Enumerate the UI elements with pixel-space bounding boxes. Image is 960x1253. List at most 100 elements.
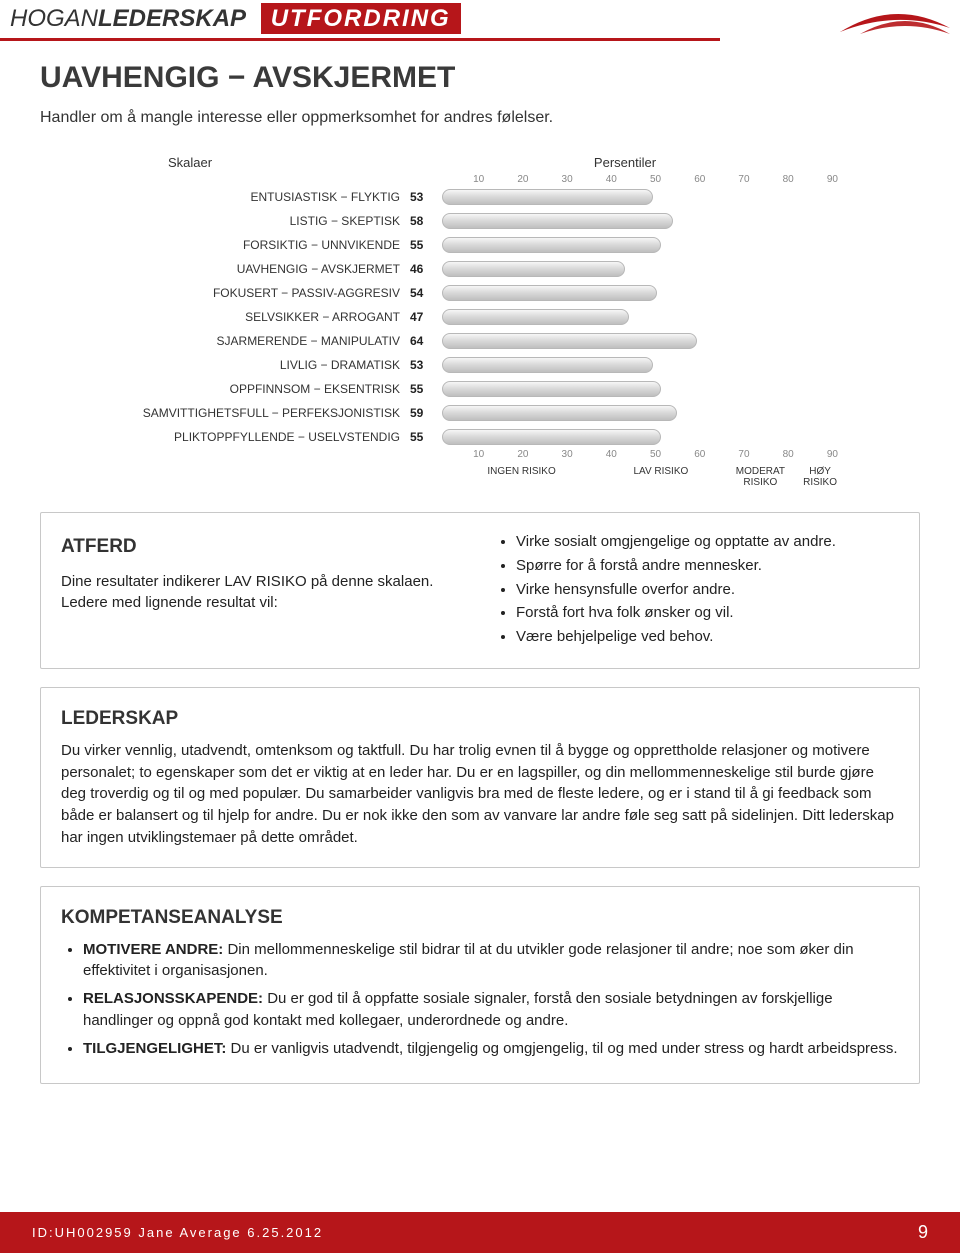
kompetanse-heading: KOMPETANSEANALYSE	[61, 907, 899, 929]
chart-bar-track	[442, 285, 840, 301]
chart-bar-label: FOKUSERT − PASSIV-AGGRESIV	[120, 286, 410, 300]
chart-tick: 20	[486, 174, 530, 185]
lederskap-section: LEDERSKAP Du virker vennlig, utadvendt, …	[40, 687, 920, 868]
chart-bar-value: 55	[410, 430, 442, 444]
chart-bar-track	[442, 189, 840, 205]
chart-tick: 70	[707, 174, 751, 185]
kompetanse-item: MOTIVERE ANDRE: Din mellommenneskelige s…	[83, 939, 899, 983]
chart-bar-value: 58	[410, 214, 442, 228]
chart-bar-track	[442, 429, 840, 445]
chart-tick: 90	[796, 449, 840, 460]
chart-risk-zone: INGEN RISIKO	[442, 466, 601, 488]
page-content: UAVHENGIG − AVSKJERMET Handler om å mang…	[0, 61, 960, 1182]
chart-bar-value: 54	[410, 286, 442, 300]
chart-bar-track	[442, 333, 840, 349]
chart-bar-row: PLIKTOPPFYLLENDE − USELVSTENDIG55	[120, 425, 840, 449]
chart-tick: 10	[442, 174, 486, 185]
chart-risk-zone: HØY RISIKO	[800, 466, 840, 488]
chart-risk-zones: INGEN RISIKOLAV RISIKOMODERAT RISIKOHØY …	[120, 466, 840, 488]
chart-tick: 30	[530, 174, 574, 185]
atferd-bullet: Virke sosialt omgjengelige og opptatte a…	[516, 531, 899, 553]
chart-bar-row: FOKUSERT − PASSIV-AGGRESIV54	[120, 281, 840, 305]
chart-bar-label: SELVSIKKER − ARROGANT	[120, 310, 410, 324]
chart-tick: 60	[663, 449, 707, 460]
chart-bar-value: 64	[410, 334, 442, 348]
kompetanse-section: KOMPETANSEANALYSE MOTIVERE ANDRE: Din me…	[40, 886, 920, 1085]
chart-header-row: Skalaer Persentiler	[120, 155, 840, 170]
chart-bar-pill	[442, 429, 661, 445]
chart-bar-pill	[442, 213, 673, 229]
kompetanse-term: RELASJONSSKAPENDE:	[83, 990, 263, 1007]
chart-bar-label: LISTIG − SKEPTISK	[120, 214, 410, 228]
chart-tick-row-bottom: 102030405060708090	[120, 449, 840, 460]
chart-bar-row: UAVHENGIG − AVSKJERMET46	[120, 257, 840, 281]
chart-bar-label: FORSIKTIG − UNNVIKENDE	[120, 238, 410, 252]
chart-tick: 20	[486, 449, 530, 460]
chart-bar-value: 47	[410, 310, 442, 324]
lederskap-body: Du virker vennlig, utadvendt, omtenksom …	[61, 740, 899, 849]
chart-bar-label: LIVLIG − DRAMATISK	[120, 358, 410, 372]
chart-bar-pill	[442, 309, 629, 325]
chart-bar-value: 55	[410, 238, 442, 252]
atferd-section: ATFERD Dine resultater indikerer LAV RIS…	[40, 512, 920, 669]
header-rule	[0, 38, 720, 41]
brand-title: HOGANLEDERSKAP	[10, 5, 253, 32]
chart-bar-row: ENTUSIASTISK − FLYKTIG53	[120, 185, 840, 209]
chart-tick: 70	[707, 449, 751, 460]
chart-bar-pill	[442, 333, 697, 349]
chart-bar-track	[442, 261, 840, 277]
footer-id-line: ID:UH002959 Jane Average 6.25.2012	[32, 1225, 323, 1240]
kompetanse-text: Du er vanligvis utadvendt, tilgjengelig …	[226, 1040, 897, 1057]
chart-skalaer-label: Skalaer	[120, 155, 410, 170]
percentile-chart: Skalaer Persentiler 102030405060708090 E…	[120, 155, 840, 488]
chart-bar-label: PLIKTOPPFYLLENDE − USELVSTENDIG	[120, 430, 410, 444]
logo-swoosh-icon	[840, 4, 950, 34]
chart-bars: ENTUSIASTISK − FLYKTIG53LISTIG − SKEPTIS…	[120, 185, 840, 449]
footer-page-number: 9	[918, 1222, 928, 1243]
chart-bar-track	[442, 237, 840, 253]
kompetanse-list: MOTIVERE ANDRE: Din mellommenneskelige s…	[61, 939, 899, 1060]
header-badge: UTFORDRING	[261, 3, 461, 34]
chart-bar-pill	[442, 285, 657, 301]
atferd-bullet: Virke hensynsfulle overfor andre.	[516, 579, 899, 601]
atferd-intro: Dine resultater indikerer LAV RISIKO på …	[61, 571, 466, 615]
chart-bar-track	[442, 405, 840, 421]
brand-block: HOGANLEDERSKAP UTFORDRING	[10, 5, 461, 33]
chart-tick: 50	[619, 174, 663, 185]
chart-bar-row: SAMVITTIGHETSFULL − PERFEKSJONISTISK59	[120, 401, 840, 425]
chart-bar-label: UAVHENGIG − AVSKJERMET	[120, 262, 410, 276]
brand-bold: LEDERSKAP	[98, 5, 246, 32]
kompetanse-item: RELASJONSSKAPENDE: Du er god til å oppfa…	[83, 988, 899, 1032]
atferd-bullet: Spørre for å forstå andre mennesker.	[516, 555, 899, 577]
chart-tick: 80	[752, 449, 796, 460]
page-subtitle: Handler om å mangle interesse eller oppm…	[40, 109, 920, 127]
lederskap-heading: LEDERSKAP	[61, 708, 899, 730]
kompetanse-term: TILGJENGELIGHET:	[83, 1040, 226, 1057]
chart-persentiler-label: Persentiler	[410, 155, 840, 170]
chart-risk-zone: LAV RISIKO	[601, 466, 720, 488]
chart-bar-value: 46	[410, 262, 442, 276]
chart-bar-label: OPPFINNSOM − EKSENTRISK	[120, 382, 410, 396]
chart-bar-row: SJARMERENDE − MANIPULATIV64	[120, 329, 840, 353]
kompetanse-item: TILGJENGELIGHET: Du er vanligvis utadven…	[83, 1038, 899, 1060]
chart-bar-value: 59	[410, 406, 442, 420]
chart-risk-zone: MODERAT RISIKO	[721, 466, 801, 488]
chart-tick: 40	[575, 174, 619, 185]
atferd-heading: ATFERD	[61, 533, 466, 561]
chart-bar-pill	[442, 189, 653, 205]
chart-tick: 30	[530, 449, 574, 460]
chart-bar-value: 53	[410, 190, 442, 204]
chart-tick: 60	[663, 174, 707, 185]
chart-tick: 10	[442, 449, 486, 460]
chart-bar-pill	[442, 381, 661, 397]
chart-bar-pill	[442, 237, 661, 253]
atferd-bullet: Forstå fort hva folk ønsker og vil.	[516, 602, 899, 624]
chart-tick: 80	[752, 174, 796, 185]
report-footer: ID:UH002959 Jane Average 6.25.2012 9	[0, 1212, 960, 1253]
chart-bar-row: LISTIG − SKEPTISK58	[120, 209, 840, 233]
chart-bar-pill	[442, 357, 653, 373]
chart-bar-track	[442, 357, 840, 373]
chart-tick: 50	[619, 449, 663, 460]
chart-bar-pill	[442, 405, 677, 421]
chart-bar-value: 55	[410, 382, 442, 396]
